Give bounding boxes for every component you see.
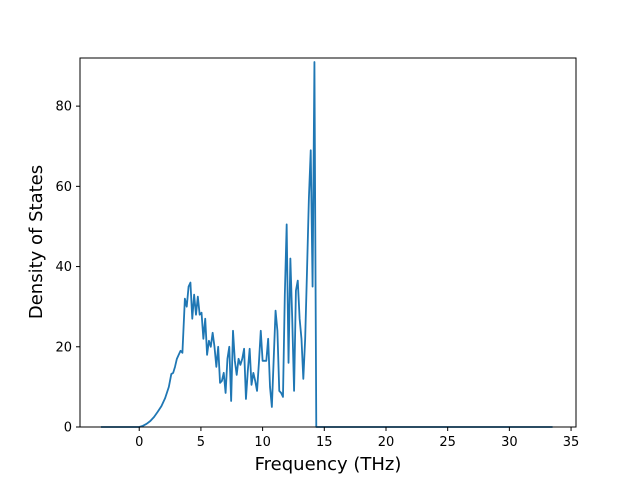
x-tick-label: 10 xyxy=(254,435,271,450)
x-tick-label: 20 xyxy=(378,435,395,450)
dos-series-line xyxy=(100,61,553,428)
x-tick-label: 25 xyxy=(439,435,456,450)
x-axis-label: Frequency (THz) xyxy=(255,454,402,475)
x-tick-label: 15 xyxy=(316,435,333,450)
y-tick-label: 60 xyxy=(55,180,72,195)
y-tick-label: 0 xyxy=(64,421,72,436)
x-axis-ticks: 0 5 10 15 20 25 30 35 xyxy=(135,427,579,450)
x-tick-label: 30 xyxy=(501,435,518,450)
y-tick-label: 40 xyxy=(55,260,72,275)
x-tick-label: 0 xyxy=(135,435,143,450)
plot-frame xyxy=(79,57,577,428)
y-axis-ticks: 0 20 40 60 80 xyxy=(55,100,80,436)
x-tick-label: 35 xyxy=(563,435,580,450)
y-tick-label: 80 xyxy=(55,100,72,115)
y-tick-label: 20 xyxy=(55,340,72,355)
x-tick-label: 5 xyxy=(197,435,205,450)
y-axis-label: Density of States xyxy=(26,165,47,319)
plot-area xyxy=(79,57,577,428)
